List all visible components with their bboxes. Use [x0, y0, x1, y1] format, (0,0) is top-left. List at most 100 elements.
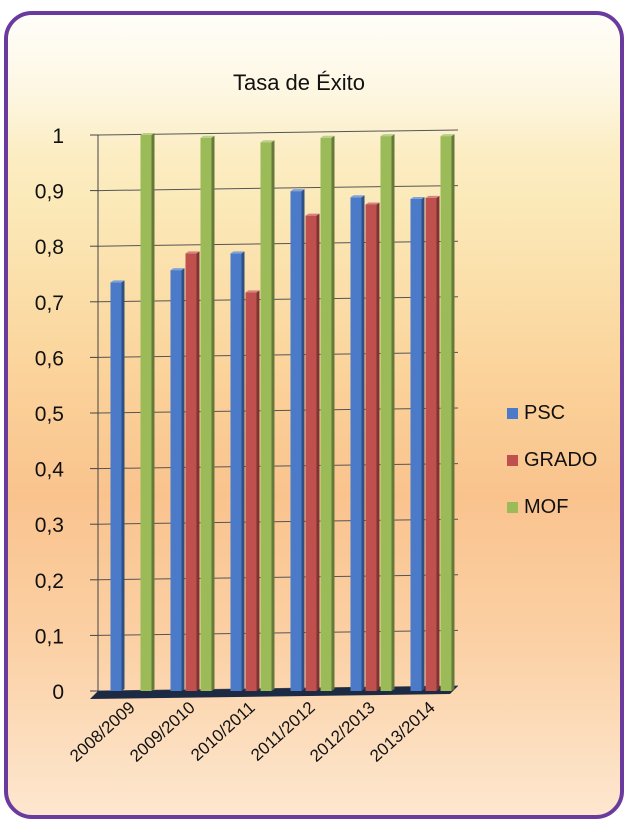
bar-grado-2010-2011 [245, 290, 260, 691]
bar-top [350, 195, 365, 198]
bar-psc-2008-2009 [110, 280, 125, 691]
legend-swatch-grado [507, 455, 518, 466]
bar-front [365, 204, 377, 691]
x-axis-tick-labels: 2008/20092009/20102010/20112011/20122012… [66, 698, 438, 766]
x-tick-label: 2009/2010 [126, 698, 198, 766]
y-tick-label: 1 [52, 125, 64, 148]
bars [110, 133, 455, 692]
bar-grado-2009-2010 [185, 251, 200, 692]
bar-top [185, 251, 200, 254]
bar-front [140, 135, 152, 691]
x-tick-label: 2013/2014 [366, 698, 438, 766]
bar-side [376, 202, 380, 691]
bar-front [185, 253, 197, 692]
bar-top [380, 134, 395, 137]
bar-top [260, 140, 275, 143]
bar-psc-2010-2011 [230, 251, 245, 692]
legend-label-grado: GRADO [524, 449, 597, 471]
bar-front [290, 191, 302, 691]
bar-side [301, 189, 305, 691]
bar-front [245, 292, 257, 691]
bar-side [391, 134, 395, 691]
bar-front [425, 197, 437, 691]
bar-side [436, 195, 440, 691]
bar-psc-2012-2013 [350, 195, 365, 691]
bar-top [245, 290, 260, 293]
bar-psc-2009-2010 [170, 268, 185, 691]
legend-label-psc: PSC [524, 402, 565, 424]
chart-svg: Tasa de Éxito 00,10,20,30,40,50,60,70,80… [35, 70, 598, 766]
bar-mof-2013-2014 [440, 134, 455, 691]
bar-top [425, 195, 440, 198]
bar-front [230, 253, 242, 692]
x-tick-label: 2012/2013 [306, 698, 378, 766]
y-tick-label: 0,7 [35, 292, 64, 315]
bar-side [211, 135, 215, 691]
bar-mof-2011-2012 [320, 135, 335, 691]
bar-mof-2008-2009 [140, 133, 155, 691]
bar-side [181, 268, 185, 691]
y-tick-label: 0 [52, 681, 64, 704]
bar-top [305, 213, 320, 216]
y-axis-tick-labels: 0 0,1 0,2 0,3 0,4 0,5 0,6 0,7 0,8 0,9 1 [35, 125, 65, 704]
bar-top [140, 133, 155, 135]
y-tick-label: 0,2 [35, 570, 64, 593]
y-tick-label: 0,6 [35, 347, 64, 370]
bar-mof-2012-2013 [380, 134, 395, 691]
legend: PSC GRADO MOF [507, 402, 597, 518]
bar-side [241, 251, 245, 692]
bar-front [110, 282, 122, 691]
bar-top [320, 135, 335, 138]
bar-grado-2012-2013 [365, 202, 380, 691]
grid-line [97, 296, 459, 303]
bar-side [331, 135, 335, 691]
bar-top [230, 251, 245, 254]
bar-side [316, 213, 320, 691]
bar-side [196, 251, 200, 692]
bar-side [421, 196, 425, 691]
legend-label-mof: MOF [524, 496, 568, 518]
bar-front [380, 136, 392, 691]
grid-line [97, 240, 459, 247]
bar-grado-2011-2012 [305, 213, 320, 691]
bar-top [365, 202, 380, 205]
bar-top [110, 280, 125, 283]
legend-swatch-psc [507, 408, 518, 419]
bar-psc-2013-2014 [410, 196, 425, 691]
bar-side [271, 140, 275, 691]
x-tick-label: 2010/2011 [187, 698, 259, 765]
y-tick-label: 0,4 [35, 459, 65, 482]
grid-line [97, 629, 459, 636]
grid-line [97, 407, 459, 414]
x-tick-label: 2008/2009 [66, 698, 138, 766]
bar-front [350, 197, 362, 691]
bar-front [320, 137, 332, 691]
y-tick-label: 0,9 [35, 181, 64, 204]
y-tick-label: 0,5 [35, 403, 64, 426]
grid-line [97, 351, 459, 358]
grid-line [97, 574, 459, 581]
bar-side [121, 280, 125, 691]
chart-frame: Tasa de Éxito 0 0,1 0,2 0,3 0,4 0,5 0,6 0,7 0,8 0… [4, 11, 624, 819]
grid-lines [90, 129, 459, 692]
bar-grado-2013-2014 [425, 195, 440, 691]
bar-top [290, 189, 305, 192]
bar-top [410, 196, 425, 199]
bar-front [305, 215, 317, 691]
chart-title: Tasa de Éxito [233, 70, 365, 95]
bar-top [170, 268, 185, 271]
bar-front [170, 270, 182, 691]
bar-side [151, 133, 155, 691]
y-tick-label: 0,1 [35, 625, 64, 648]
bar-psc-2011-2012 [290, 189, 305, 691]
bar-side [256, 290, 260, 691]
legend-swatch-mof [507, 502, 518, 513]
grid-line [97, 185, 459, 192]
bar-front [410, 198, 422, 691]
grid-line [97, 463, 459, 470]
bar-top [440, 134, 455, 137]
bar-side [361, 195, 365, 691]
bar-top [200, 135, 215, 138]
grid-line [97, 518, 459, 525]
grid-line [97, 129, 459, 136]
